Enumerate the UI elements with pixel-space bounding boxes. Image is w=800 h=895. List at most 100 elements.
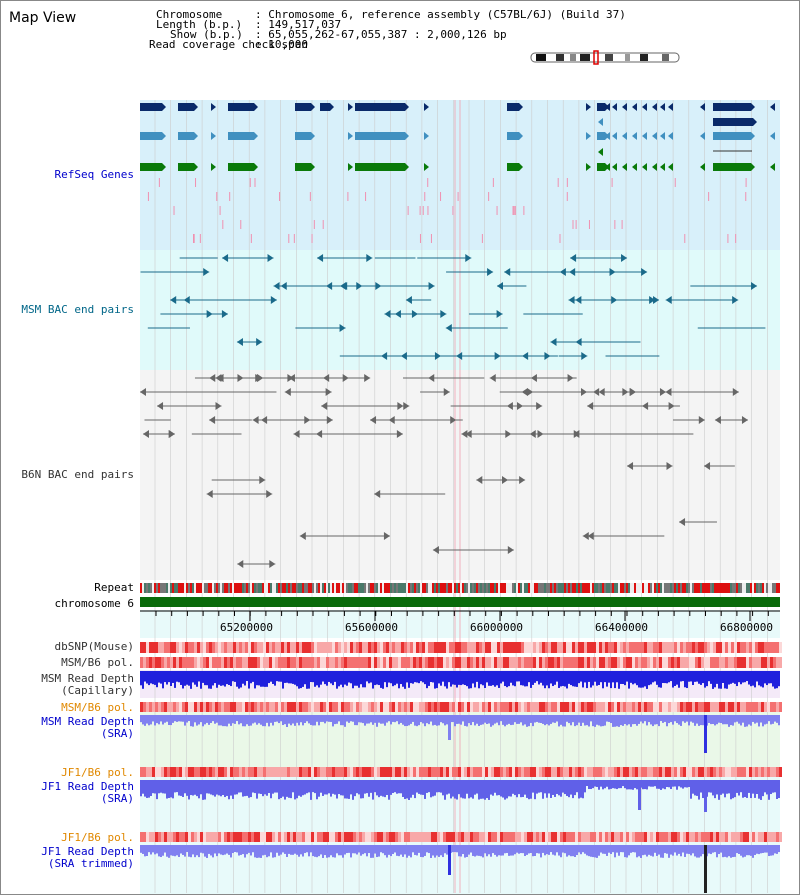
jf1-trim-depth [202,845,204,854]
track-label-jf1-depth-sra: JF1 Read Depth (SRA) [41,780,134,805]
jf1-pol2-heat [464,832,467,842]
jf1-pol-heat [293,767,296,777]
msmb6-pol2-heat [314,702,317,712]
jf1-pol2-heat [254,832,257,842]
jf1-trim-depth [768,845,770,857]
refseq-gene-marker [598,118,603,126]
dbsnp-heat [530,642,533,653]
refseq-exon [362,132,364,140]
b6n-bac-end [383,532,390,540]
msm-capillary-depth [562,671,564,686]
msm-sra-depth [300,715,302,723]
jf1-sra-depth [432,780,434,797]
refseq-gene [140,103,162,111]
refseq-exon [370,163,372,171]
jf1-trim-depth [466,845,468,857]
jf1-pol2-heat [311,832,314,842]
repeat-segment [662,583,664,593]
repeat-segment [244,583,246,593]
repeat-segment [776,583,778,593]
jf1-sra-depth [246,780,248,796]
jf1-trim-depth-spike [448,845,451,875]
msmb6-pol2-heat [173,702,176,712]
repeat-segment [498,583,500,593]
jf1-pol2-heat [512,832,515,842]
msmb6-pol-heat [257,657,260,668]
jf1-sra-depth [562,780,564,793]
track-label-refseq[interactable]: RefSeq Genes [54,168,134,181]
msm-capillary-depth [236,671,238,687]
repeat-segment [408,583,410,593]
jf1-sra-depth [708,780,710,793]
refseq-gene [597,163,605,171]
msm-sra-depth [326,715,328,722]
msmb6-pol-heat [440,657,443,668]
msmb6-pol-heat [722,657,725,668]
repeat-segment [240,583,242,593]
jf1-trim-depth [678,845,680,854]
msmb6-pol-heat [551,657,554,668]
jf1-pol-heat [392,767,395,777]
msm-sra-depth [498,715,500,726]
jf1-trim-depth [416,845,418,856]
msm-sra-depth [422,715,424,724]
jf1-sra-depth [380,780,382,796]
jf1-trim-depth [224,845,226,855]
msmb6-pol-heat [737,657,740,668]
dbsnp-heat [596,642,599,653]
msmb6-pol-heat [332,657,335,668]
msmb6-pol-heat [404,657,407,668]
jf1-sra-depth [592,780,594,789]
msm-sra-depth [544,715,546,726]
axis-tick-label: 66000000 [470,621,523,634]
b6n-bac-end [527,388,534,396]
jf1-trim-depth [352,845,354,854]
msmb6-pol2-heat [323,702,326,712]
msm-capillary-depth [498,671,500,688]
jf1-sra-depth [296,780,298,799]
jf1-sra-depth [564,780,566,795]
msm-sra-depth [304,715,306,724]
msm-capillary-depth [652,671,654,683]
repeat-segment [746,583,748,593]
jf1-trim-depth [502,845,504,856]
msm-capillary-depth [446,671,448,689]
msmb6-pol2-heat [635,702,638,712]
dbsnp-heat [620,642,623,653]
dbsnp-heat [278,642,281,653]
jf1-pol2-heat [686,832,689,842]
track-label-b6n-bac[interactable]: B6N BAC end pairs [21,468,134,481]
msm-sra-depth [254,715,256,723]
repeat-segment [736,583,738,593]
msm-capillary-depth [162,671,164,689]
msm-bac-end [496,282,503,290]
msmb6-pol-heat [179,657,182,668]
jf1-sra-depth [272,780,274,794]
msm-capillary-depth [324,671,326,685]
repeat-segment [254,583,256,593]
jf1-sra-depth [382,780,384,797]
jf1-pol2-heat [392,832,395,842]
jf1-pol2-heat [314,832,317,842]
msm-sra-depth [534,715,536,723]
msm-capillary-depth [700,671,702,685]
jf1-trim-depth [150,845,152,855]
msm-capillary-depth [184,671,186,686]
jf1-trim-depth [234,845,236,853]
jf1-trim-depth [194,845,196,858]
jf1-trim-depth [572,845,574,857]
track-label-msm-bac[interactable]: MSM BAC end pairs [21,303,134,316]
jf1-trim-depth [616,845,618,853]
jf1-pol2-heat [320,832,323,842]
jf1-pol-heat [743,767,746,777]
msmb6-pol-heat [572,657,575,668]
msmb6-pol2-heat [167,702,170,712]
jf1-sra-depth [412,780,414,795]
msmb6-pol2-heat [719,702,722,712]
refseq-exon [378,163,380,171]
dbsnp-heat [383,642,386,653]
chromosome-bar [140,597,780,607]
b6n-bac-end [284,388,291,396]
jf1-pol-heat [617,767,620,777]
